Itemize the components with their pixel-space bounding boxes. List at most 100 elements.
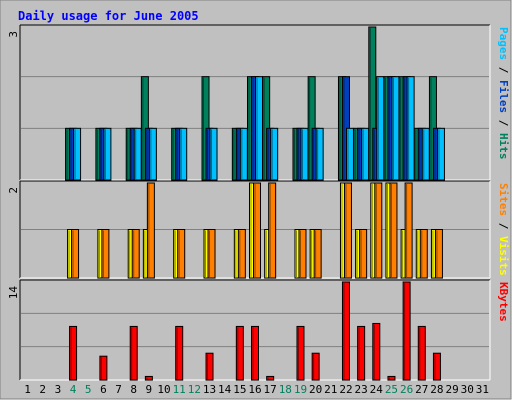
bar-kbytes-day-9 xyxy=(144,375,153,381)
day-label-10: 10 xyxy=(157,383,170,396)
day-label-14: 14 xyxy=(218,383,232,396)
bar-pages-day-24 xyxy=(376,76,385,181)
bar-kbytes-day-22 xyxy=(341,281,350,381)
bar-kbytes-day-23 xyxy=(357,325,366,381)
day-label-1: 1 xyxy=(24,383,31,396)
bar-kbytes-day-11 xyxy=(175,325,184,381)
bar-pages-day-11 xyxy=(179,127,188,181)
chart-panels: 3 Pages / Files / Hits 2 Sites / Visits 14 KB… xyxy=(7,24,510,381)
bar-kbytes-day-28 xyxy=(432,352,441,381)
panel-visits-axis-label: Sites / Visits xyxy=(497,183,510,276)
bar-sites-day-11 xyxy=(177,229,186,279)
day-label-24: 24 xyxy=(370,383,384,396)
bar-kbytes-day-27 xyxy=(417,325,426,381)
day-label-11: 11 xyxy=(173,383,186,396)
bar-sites-day-13 xyxy=(207,229,216,279)
panel-kbytes-axis-label: KBytes xyxy=(497,282,510,322)
bar-kbytes-day-16 xyxy=(251,325,259,381)
bar-sites-day-22 xyxy=(343,182,352,279)
bar-sites-day-19 xyxy=(298,229,307,279)
day-label-23: 23 xyxy=(355,383,368,396)
bar-sites-day-6 xyxy=(101,229,110,279)
bar-pages-day-25 xyxy=(391,76,400,181)
bar-sites-day-28 xyxy=(434,229,443,279)
bar-sites-day-27 xyxy=(419,229,428,279)
day-label-2: 2 xyxy=(39,383,46,396)
panel-hits-axis-label-part: Hits xyxy=(497,133,510,160)
bar-kbytes-day-25 xyxy=(387,375,396,381)
day-label-16: 16 xyxy=(248,383,261,396)
bar-pages-day-9 xyxy=(148,127,157,181)
day-label-5: 5 xyxy=(85,383,92,396)
bar-sites-day-24 xyxy=(374,182,383,279)
bar-pages-day-17 xyxy=(270,127,279,181)
day-label-9: 9 xyxy=(146,383,153,396)
bar-kbytes-day-8 xyxy=(129,325,138,381)
bar-kbytes-day-15 xyxy=(235,325,244,381)
bar-pages-day-6 xyxy=(103,127,112,181)
panel-visits-ymax-label: 2 xyxy=(7,187,20,194)
bar-sites-day-9 xyxy=(146,182,155,279)
bar-kbytes-day-13 xyxy=(205,352,214,381)
panel-kbytes-ymax-label: 14 xyxy=(7,286,20,300)
day-label-15: 15 xyxy=(233,383,246,396)
bar-sites-day-8 xyxy=(131,229,140,279)
bar-sites-day-17 xyxy=(268,182,277,279)
day-label-8: 8 xyxy=(130,383,137,396)
day-label-30: 30 xyxy=(461,383,474,396)
panel-hits-axis-label: Pages / Files / Hits xyxy=(497,27,510,160)
bar-pages-day-4 xyxy=(73,127,82,181)
panel-visits-axis-label-part: Sites xyxy=(497,183,510,216)
day-label-12: 12 xyxy=(188,383,201,396)
day-label-29: 29 xyxy=(445,383,458,396)
bar-sites-day-25 xyxy=(389,182,398,279)
bar-kbytes-day-20 xyxy=(311,352,320,381)
day-label-21: 21 xyxy=(324,383,337,396)
chart-title: Daily usage for June 2005 xyxy=(18,9,199,23)
day-label-22: 22 xyxy=(339,383,352,396)
panel-hits-axis-label-part: / xyxy=(497,113,510,133)
panel-visits-axis-label-part: / xyxy=(497,216,510,236)
day-label-28: 28 xyxy=(430,383,443,396)
bar-sites-day-26 xyxy=(404,182,413,279)
day-label-27: 27 xyxy=(415,383,428,396)
panel-hits-axis-label-part: Pages xyxy=(497,27,510,60)
bar-sites-day-23 xyxy=(359,229,368,279)
bar-sites-day-4 xyxy=(71,229,80,279)
day-label-6: 6 xyxy=(100,383,107,396)
bar-sites-day-15 xyxy=(237,229,246,279)
day-label-31: 31 xyxy=(476,383,489,396)
bar-pages-day-20 xyxy=(315,127,324,181)
bar-kbytes-day-26 xyxy=(402,281,411,381)
panel-hits-axis-label-part: Files xyxy=(497,80,510,113)
bar-pages-day-19 xyxy=(300,127,309,181)
day-label-18: 18 xyxy=(279,383,292,396)
bar-kbytes-day-24 xyxy=(372,322,381,381)
bar-pages-day-15 xyxy=(239,127,248,181)
bar-sites-day-16 xyxy=(253,182,261,279)
day-label-19: 19 xyxy=(294,383,307,396)
day-label-17: 17 xyxy=(264,383,277,396)
bar-kbytes-day-17 xyxy=(266,375,275,381)
bar-kbytes-day-6 xyxy=(99,355,108,381)
panel-visits: 2 Sites / Visits xyxy=(7,180,510,279)
panel-hits-axis-label-part: / xyxy=(497,60,510,80)
bar-pages-day-13 xyxy=(209,127,218,181)
x-axis-day-labels: 1 2 3 4 5 6 7 8 9 10 11 12 13 14 15 16 17 18 19 20 21 22 23 24 2… xyxy=(24,383,489,396)
day-label-3: 3 xyxy=(55,383,62,396)
bar-pages-day-28 xyxy=(436,127,445,181)
bar-kbytes-day-4 xyxy=(69,325,78,381)
bar-pages-day-22 xyxy=(345,127,354,181)
day-label-26: 26 xyxy=(400,383,413,396)
bar-pages-day-8 xyxy=(133,127,142,181)
day-label-13: 13 xyxy=(203,383,216,396)
bar-kbytes-day-19 xyxy=(296,325,305,381)
bar-pages-day-26 xyxy=(406,76,415,181)
day-label-4: 4 xyxy=(70,383,77,396)
bar-pages-day-16 xyxy=(255,76,263,181)
bar-pages-day-27 xyxy=(421,127,430,181)
panel-hits: 3 Pages / Files / Hits xyxy=(7,24,510,181)
day-label-25: 25 xyxy=(385,383,398,396)
day-label-20: 20 xyxy=(309,383,322,396)
